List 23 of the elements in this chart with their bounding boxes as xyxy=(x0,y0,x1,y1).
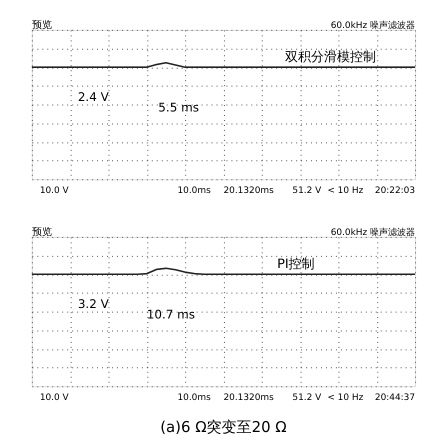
text: 20:22:03 xyxy=(374,186,416,196)
text: 20:44:37 xyxy=(374,393,416,404)
text: 10.0 V xyxy=(40,186,70,196)
text: 60.0kHz 噪声滤波器 xyxy=(330,226,416,238)
text: 5.5 ms xyxy=(158,100,199,115)
text: 10.7 ms xyxy=(146,308,196,322)
text: 51.2 V xyxy=(292,393,322,404)
text: 60.0kHz 噪声滤波器 xyxy=(330,20,416,31)
text: 10.0ms xyxy=(177,186,212,196)
text: 10.0 V xyxy=(40,393,70,404)
text: 20.1320ms xyxy=(223,393,274,404)
text: 3.2 V xyxy=(78,297,110,312)
text: 10.0ms xyxy=(177,393,212,404)
annotation: 双积分滑模控制 xyxy=(284,50,376,65)
text: 预览 xyxy=(32,226,52,238)
text: 2.4 V xyxy=(78,90,110,104)
text: 20.1320ms xyxy=(223,186,274,196)
text: < 10 Hz xyxy=(327,186,364,196)
annotation: PI控制 xyxy=(277,256,315,272)
text: 预览 xyxy=(32,18,52,31)
text: < 10 Hz xyxy=(327,393,364,404)
text: 51.2 V xyxy=(292,186,322,196)
text: (a)6 Ω突变至20 Ω xyxy=(160,418,287,436)
